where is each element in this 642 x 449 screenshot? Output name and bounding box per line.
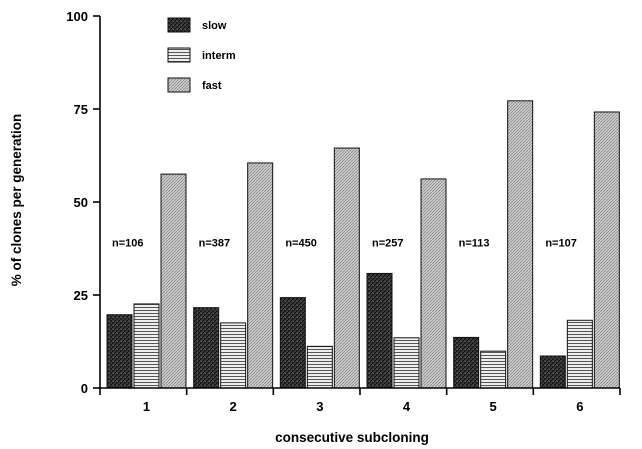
- bar-slow-4: [366, 272, 393, 389]
- sample-size-label: n=450: [285, 238, 317, 250]
- x-ticks: 1 2 3 4 5 6: [99, 388, 621, 414]
- bar-fast-1: [160, 173, 187, 389]
- bars-layer: [106, 100, 620, 389]
- y-tick-label: 75: [74, 102, 88, 117]
- y-tick-label: 100: [66, 9, 88, 24]
- bar-fast-5: [507, 100, 534, 389]
- sample-size-label: n=387: [199, 238, 231, 250]
- bar-interm-4: [393, 337, 420, 389]
- bar-fast-6: [593, 111, 620, 389]
- legend-label-fast: fast: [202, 80, 222, 92]
- sample-size-label: n=113: [459, 238, 490, 250]
- x-tick-label: 5: [490, 399, 497, 414]
- bar-slow-2: [193, 307, 220, 389]
- legend: slow interm fast: [167, 17, 236, 93]
- legend-swatch-interm: [167, 47, 191, 63]
- bar-interm-1: [133, 303, 160, 389]
- bar-slow-1: [106, 314, 133, 389]
- sample-size-label: n=107: [545, 238, 577, 250]
- x-tick-label: 3: [316, 399, 323, 414]
- x-tick-label: 4: [403, 399, 411, 414]
- bar-fast-4: [420, 178, 447, 389]
- legend-label-slow: slow: [202, 20, 227, 32]
- y-tick-label: 25: [74, 288, 88, 303]
- y-tick-label: 50: [74, 195, 88, 210]
- sample-size-label: n=106: [112, 238, 144, 250]
- legend-swatch-fast: [167, 77, 191, 93]
- x-tick-label: 2: [230, 399, 237, 414]
- x-axis-title: consecutive subcloning: [275, 430, 429, 445]
- sample-size-labels: n=106 n=387 n=450 n=257 n=113 n=107: [112, 238, 577, 250]
- bar-interm-2: [220, 322, 247, 389]
- legend-swatch-slow: [167, 17, 191, 33]
- y-axis-title: % of clones per generation: [9, 114, 24, 287]
- bar-slow-6: [539, 355, 566, 389]
- bar-slow-5: [453, 336, 480, 389]
- y-ticks: 0 25 50 75 100: [66, 9, 100, 396]
- sample-size-label: n=257: [372, 238, 404, 250]
- bar-interm-3: [306, 345, 333, 389]
- x-tick-label: 6: [576, 399, 583, 414]
- legend-label-interm: interm: [202, 50, 236, 62]
- bar-interm-6: [566, 319, 593, 389]
- x-tick-label: 1: [143, 399, 150, 414]
- bar-fast-3: [333, 147, 360, 389]
- bar-slow-3: [279, 297, 306, 389]
- bar-interm-5: [480, 350, 507, 389]
- bar-fast-2: [247, 162, 274, 389]
- y-tick-label: 0: [81, 381, 88, 396]
